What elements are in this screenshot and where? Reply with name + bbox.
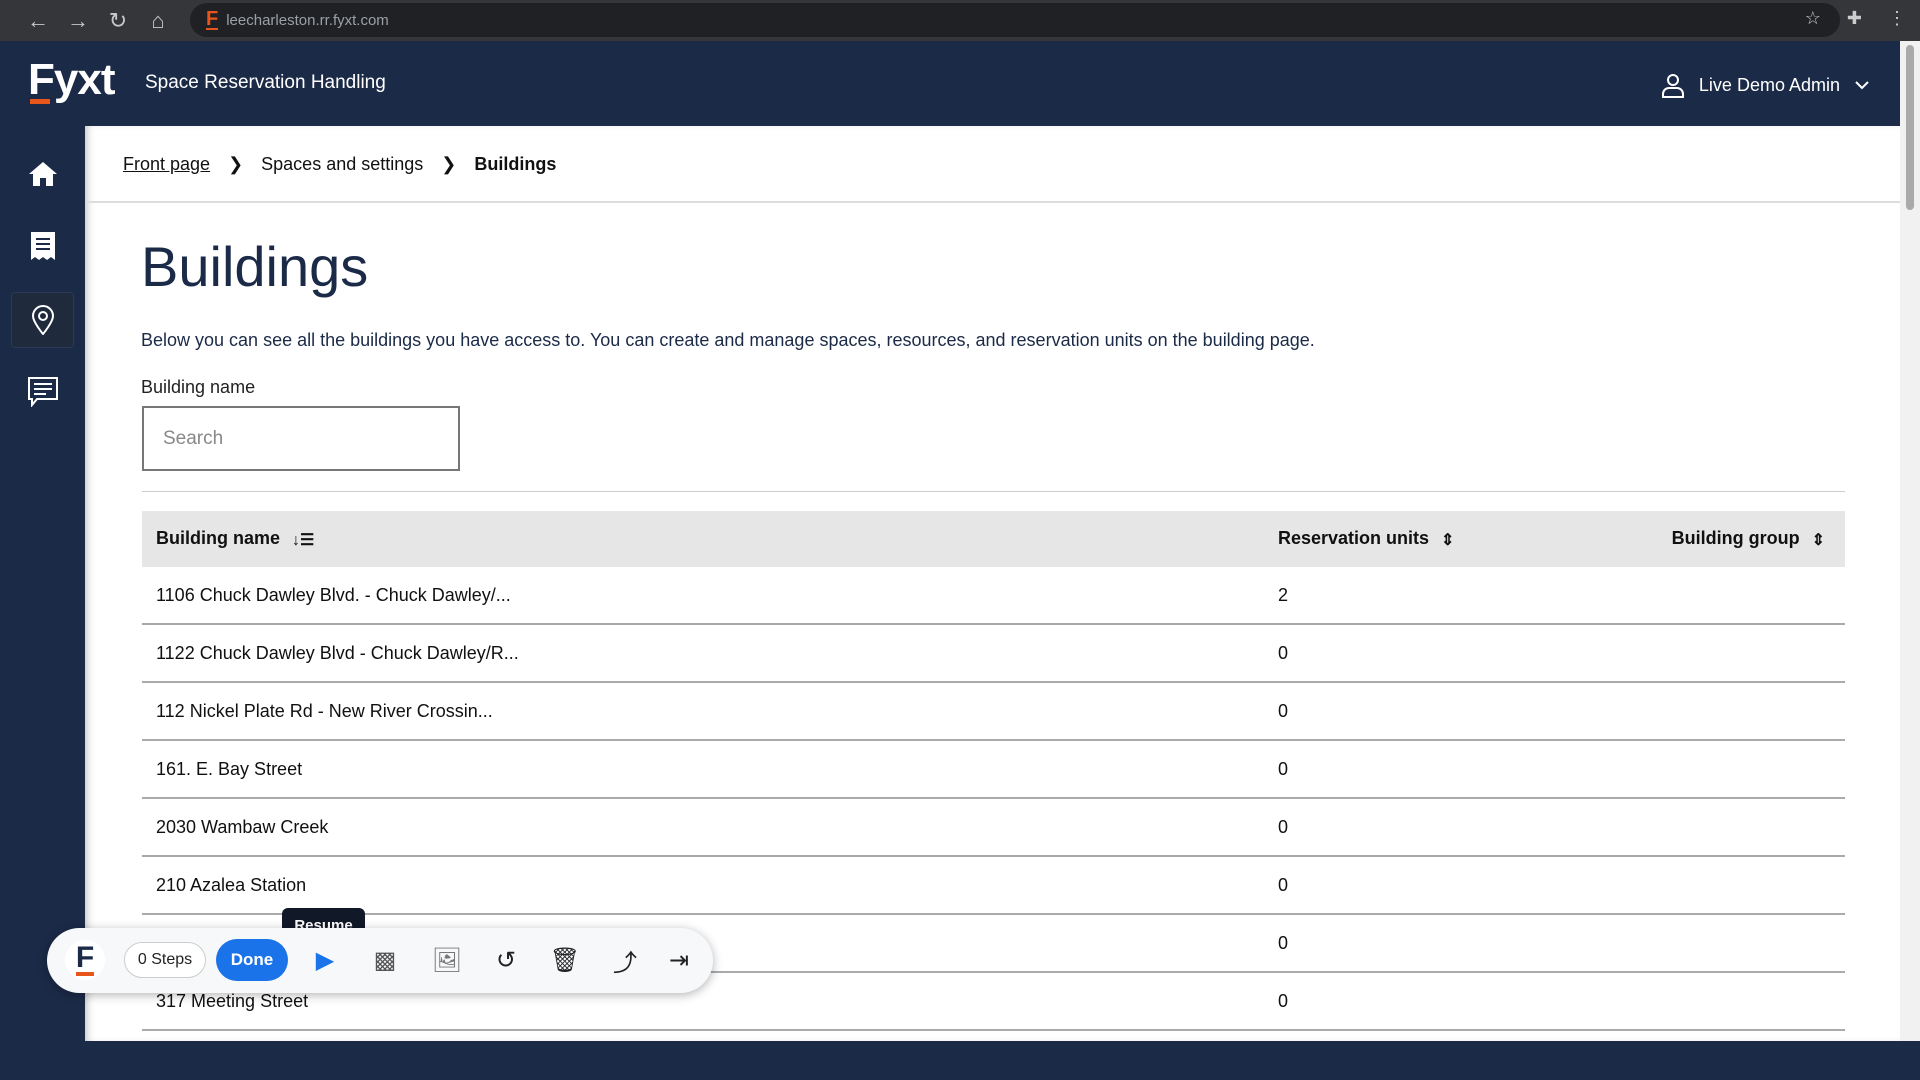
app-title: Space Reservation Handling [145, 72, 386, 93]
user-icon [1661, 74, 1684, 98]
table-row[interactable]: 2030 Wambaw Creek 0 [142, 799, 1845, 857]
collapse-icon[interactable]: ⇥ [668, 946, 690, 974]
building-name-cell[interactable]: 210 Azalea Station [156, 874, 307, 895]
logo[interactable]: Fyxt [28, 55, 115, 104]
sort-descending-icon: ↓☰ [292, 531, 315, 549]
breadcrumb-current: Buildings [474, 154, 557, 174]
url-text: leecharleston.rr.fyxt.com [226, 11, 389, 29]
steps-count[interactable]: 0 Steps [124, 942, 206, 978]
divider [85, 201, 1900, 203]
reservation-units-cell: 0 [1278, 932, 1289, 953]
scrollbar[interactable] [1900, 41, 1920, 1041]
home-icon [28, 162, 57, 186]
sort-icon: ⇕ [1441, 531, 1455, 549]
chevron-down-icon [1855, 81, 1869, 90]
breadcrumb: Front page ❯ Spaces and settings ❯ Build… [123, 154, 556, 175]
forward-icon[interactable]: → [67, 7, 89, 33]
reservation-units-cell: 0 [1278, 700, 1289, 721]
page-description: Below you can see all the buildings you … [141, 330, 1315, 350]
col-label: Building group [1671, 528, 1800, 549]
table-row[interactable]: 1122 Chuck Dawley Blvd - Chuck Dawley/R.… [142, 625, 1845, 683]
upload-arrow-icon[interactable]: ⤴ [613, 949, 637, 977]
building-name-cell[interactable]: 317 Meeting Street [156, 990, 309, 1011]
scrollbar-thumb[interactable] [1906, 45, 1914, 210]
reservation-units-cell: 0 [1278, 874, 1289, 895]
breadcrumb-front-page[interactable]: Front page [123, 154, 211, 174]
table-row[interactable]: 161. E. Bay Street 0 [142, 741, 1845, 799]
building-search-input[interactable] [142, 406, 460, 471]
col-label: Reservation units [1278, 528, 1430, 549]
reservation-units-cell: 0 [1278, 758, 1289, 779]
reservation-units-cell: 2 [1278, 584, 1289, 605]
sidebar-item-reservations[interactable] [11, 218, 74, 274]
building-name-cell[interactable]: 1106 Chuck Dawley Blvd. - Chuck Dawley/.… [156, 584, 511, 605]
building-name-cell[interactable]: 112 Nickel Plate Rd - New River Crossin.… [156, 700, 493, 721]
image-icon[interactable]: 🖼 [431, 946, 463, 974]
building-name-cell[interactable]: 2030 Wambaw Creek [156, 816, 329, 837]
divider [142, 491, 1845, 492]
chevron-right-icon: ❯ [441, 154, 457, 174]
undo-icon[interactable]: ↺ [495, 946, 517, 974]
chat-icon [27, 377, 58, 407]
sidebar-item-home[interactable] [11, 146, 74, 202]
back-icon[interactable]: ← [27, 7, 49, 33]
col-reservation-units[interactable]: Reservation units ⇕ [1278, 528, 1454, 549]
play-icon[interactable]: ▶ [315, 946, 335, 974]
location-pin-icon [31, 305, 54, 335]
reservation-units-cell: 0 [1278, 816, 1289, 837]
sort-icon: ⇕ [1811, 531, 1825, 549]
reservation-units-cell: 0 [1278, 642, 1289, 663]
app-header: Fyxt Space Reservation Handling Live Dem… [0, 41, 1900, 126]
chevron-right-icon: ❯ [228, 154, 244, 174]
table-row[interactable]: 317 Meeting Street 0 [142, 973, 1845, 1031]
building-name-label: Building name [141, 377, 256, 397]
extensions-icon[interactable]: ✚ [1846, 8, 1862, 28]
table-header: Building name ↓☰ Reservation units ⇕ Build… [142, 511, 1845, 567]
table-row[interactable]: 0 [142, 915, 1845, 973]
col-label: Building name [156, 528, 281, 549]
table-row[interactable]: 1106 Chuck Dawley Blvd. - Chuck Dawley/.… [142, 567, 1845, 625]
trash-icon[interactable]: 🗑 [549, 946, 581, 974]
page-title: Buildings [141, 235, 369, 298]
done-button[interactable]: Done [216, 939, 288, 981]
user-menu[interactable]: Live Demo Admin [1661, 72, 1870, 98]
sidebar [0, 126, 85, 1041]
user-name: Live Demo Admin [1698, 74, 1840, 95]
col-building-group[interactable]: Building group ⇕ [1672, 528, 1825, 549]
table-row[interactable]: 210 Azalea Station 0 [142, 857, 1845, 915]
building-name-cell[interactable]: 1122 Chuck Dawley Blvd - Chuck Dawley/R.… [156, 642, 519, 663]
sidebar-item-buildings[interactable] [11, 292, 74, 348]
home-browser-icon[interactable]: ⌂ [151, 7, 165, 33]
star-icon[interactable]: ☆ [1804, 8, 1821, 28]
main-content: Front page ❯ Spaces and settings ❯ Build… [85, 126, 1900, 1041]
col-building-name[interactable]: Building name ↓☰ [156, 528, 314, 549]
blur-icon[interactable]: ▩ [373, 946, 397, 974]
reload-icon[interactable]: ↻ [108, 7, 128, 33]
buildings-table: Building name ↓☰ Reservation units ⇕ Build… [142, 511, 1845, 1031]
logo-text: F [75, 941, 95, 976]
recorder-logo: F [65, 940, 105, 980]
menu-icon[interactable]: ⋮ [1888, 8, 1906, 28]
favicon-icon: F [206, 8, 219, 30]
sidebar-item-messages[interactable] [11, 364, 74, 420]
building-name-cell[interactable]: 161. E. Bay Street [156, 758, 303, 779]
recorder-toolbar: F 0 Steps Done ▶ ▩ 🖼 ↺ 🗑 ⤴ ⇥ [47, 928, 713, 993]
logo-underline [30, 99, 50, 104]
breadcrumb-spaces-settings[interactable]: Spaces and settings [261, 154, 424, 174]
reservation-units-cell: 0 [1278, 990, 1289, 1011]
table-row[interactable]: 112 Nickel Plate Rd - New River Crossin.… [142, 683, 1845, 741]
receipt-icon [30, 232, 55, 260]
